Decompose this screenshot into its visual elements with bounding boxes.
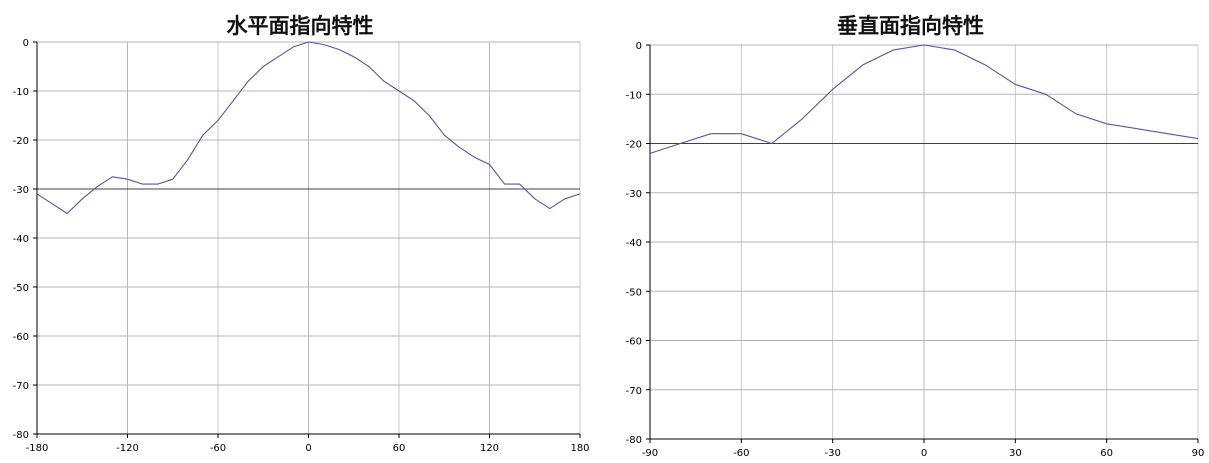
chart-title: 水平面指向特性 [226,14,374,38]
y-tick-label: 0 [636,41,642,52]
x-tick-label: 30 [1009,448,1022,459]
y-tick-label: -10 [626,90,642,101]
y-tick-label: -20 [626,140,642,151]
x-tick-label: -120 [116,443,139,454]
series-line [36,41,581,215]
y-tick-label: -10 [13,87,29,98]
x-tick-label: 180 [570,443,589,454]
y-tick-label: -60 [13,332,29,343]
y-tick-label: -70 [626,386,642,397]
y-tick-label: -40 [626,238,642,249]
x-tick-label: 0 [921,448,927,459]
vertical-directivity-panel: 垂直面指向特性 0 -10 -20 -30 -40 -50 -60 -70 -80 -90 -60 -… [612,0,1209,463]
y-tick-label: -30 [626,189,642,200]
x-tick-label: 90 [1192,448,1205,459]
x-tick-label: 0 [305,443,311,454]
x-tick-label: 120 [480,443,499,454]
y-tick-label: -80 [626,435,642,446]
y-tick-label: 0 [23,38,29,49]
series-line [649,44,1199,154]
x-tick-label: -90 [642,448,658,459]
x-tick-label: 60 [393,443,406,454]
x-tick-label: -60 [210,443,226,454]
horizontal-directivity-panel: 水平面指向特性 0 -10 -20 -30 -40 -50 -60 -70 -80 -180 -12… [0,0,600,463]
chart-title: 垂直面指向特性 [837,14,984,38]
y-tick-label: -20 [13,136,29,147]
y-tick-label: -70 [13,381,29,392]
y-tick-label: -60 [626,337,642,348]
y-tick-label: -50 [626,287,642,298]
x-tick-label: 60 [1100,448,1113,459]
x-tick-label: -60 [733,448,749,459]
y-tick-label: -80 [13,430,29,441]
y-tick-label: -30 [13,185,29,196]
vertical-directivity-chart: 0 -10 -20 -30 -40 -50 -60 -70 -80-90 -60 -30 0 30 60 9… [626,41,1205,459]
x-tick-label: -180 [26,443,49,454]
horizontal-directivity-chart: 0 -10 -20 -30 -40 -50 -60 -70 -80 -180 -120 -60 0 60 1… [13,38,590,454]
y-tick-label: -50 [13,283,29,294]
y-tick-label: -40 [13,234,29,245]
x-tick-label: -30 [824,448,840,459]
